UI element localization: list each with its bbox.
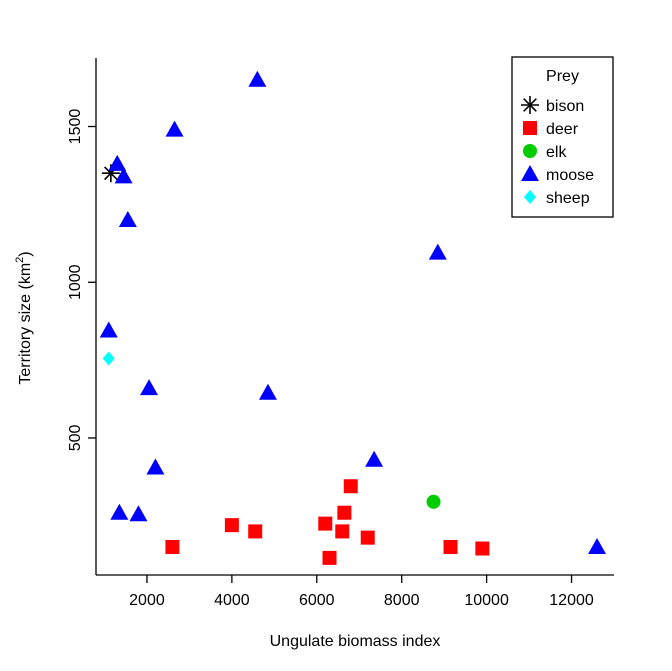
point-moose (588, 537, 607, 554)
point-deer (360, 530, 375, 545)
point-moose (146, 458, 165, 475)
y-tick-label: 500 (67, 425, 84, 452)
x-tick-label: 12000 (549, 592, 594, 609)
point-deer (322, 550, 337, 565)
x-tick-label: 6000 (299, 592, 335, 609)
legend: Prey bison deer elk moose sheep (511, 56, 614, 218)
data-points (99, 70, 607, 565)
point-deer (248, 524, 263, 539)
point-sheep (102, 351, 115, 366)
legend-title: Prey (546, 68, 579, 85)
point-deer (443, 539, 458, 554)
x-tick-label: 2000 (129, 592, 165, 609)
legend-label-deer: deer (546, 121, 579, 138)
legend-marker-bison (521, 96, 539, 114)
y-axis-label-sup: 2 (14, 257, 26, 263)
point-deer (318, 516, 333, 531)
point-moose (428, 243, 447, 260)
point-moose (118, 210, 137, 227)
point-moose (140, 379, 159, 396)
x-tick-label: 8000 (384, 592, 420, 609)
point-moose (129, 505, 148, 522)
point-moose (165, 120, 184, 137)
point-moose (248, 70, 267, 87)
x-tick-label: 10000 (464, 592, 509, 609)
point-moose (114, 167, 133, 184)
legend-label-elk: elk (546, 144, 567, 161)
point-moose (365, 450, 384, 467)
y-axis-label-main: Territory size (km (17, 263, 34, 385)
y-axis-label: Territory size (km2) (14, 251, 34, 384)
point-moose (99, 321, 118, 338)
legend-marker-deer (523, 121, 537, 135)
legend-label-sheep: sheep (546, 190, 590, 207)
point-deer (343, 479, 358, 494)
point-deer (335, 524, 350, 539)
y-tick-label: 1000 (67, 264, 84, 300)
point-deer (337, 505, 352, 520)
point-deer (224, 518, 239, 533)
point-moose (258, 383, 277, 400)
point-moose (108, 154, 127, 171)
point-deer (475, 541, 490, 556)
legend-marker-moose (521, 165, 539, 181)
point-deer (165, 539, 180, 554)
x-tick-label: 4000 (214, 592, 250, 609)
legend-box (511, 56, 614, 218)
legend-marker-elk (523, 144, 537, 158)
axes: 2000 4000 6000 8000 10000 12000 500 1000 1500 (67, 58, 614, 609)
x-axis-label: Ungulate biomass index (270, 633, 441, 650)
point-moose (110, 503, 129, 520)
point-elk (426, 494, 441, 509)
legend-label-bison: bison (546, 98, 584, 115)
y-tick-label: 1500 (67, 109, 84, 145)
legend-label-moose: moose (546, 167, 594, 184)
y-axis-label-close: ) (17, 251, 34, 256)
legend-marker-sheep (524, 190, 536, 204)
